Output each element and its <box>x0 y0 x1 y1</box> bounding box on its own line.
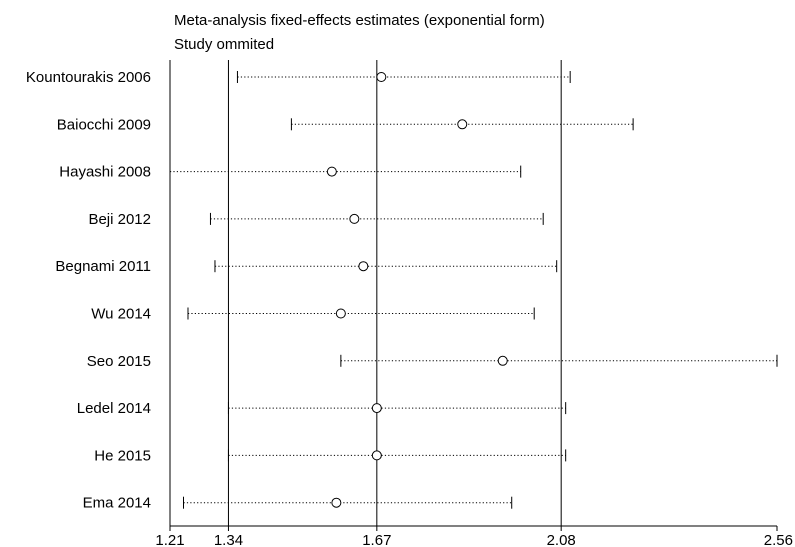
study-label: Seo 2015 <box>87 353 151 370</box>
point-estimate <box>335 308 346 319</box>
study-label: Ema 2014 <box>83 495 151 512</box>
x-axis: 1.21 1.34 1.67 2.08 2.56 <box>155 525 793 547</box>
chart-title: Meta-analysis fixed-effects estimates (e… <box>174 12 545 29</box>
study-row: He 2015 <box>94 447 567 464</box>
point-estimate <box>457 119 468 130</box>
study-label: Hayashi 2008 <box>59 164 151 181</box>
x-tick-label: 1.67 <box>362 532 391 547</box>
chart-subtitle: Study ommited <box>174 36 274 53</box>
study-rows: Kountourakis 2006 Baiocchi 2009 Hayashi 20… <box>26 69 778 512</box>
point-estimate <box>358 261 369 272</box>
study-label: Beji 2012 <box>88 211 151 228</box>
study-row: Wu 2014 <box>91 306 535 323</box>
study-row: Seo 2015 <box>87 353 778 370</box>
point-estimate <box>349 213 360 224</box>
point-estimate <box>376 72 387 82</box>
x-tick-label: 2.56 <box>764 532 793 547</box>
reference-lines <box>169 60 562 526</box>
study-row: Ledel 2014 <box>77 400 567 417</box>
point-estimate <box>371 403 382 414</box>
study-row: Hayashi 2008 <box>59 164 522 181</box>
study-row: Kountourakis 2006 <box>26 69 571 86</box>
study-label: Baiocchi 2009 <box>57 116 151 133</box>
x-tick-label: 1.34 <box>214 532 243 547</box>
study-label: Kountourakis 2006 <box>26 69 151 86</box>
x-tick-label: 2.08 <box>547 532 576 547</box>
study-label: He 2015 <box>94 447 151 464</box>
point-estimate <box>331 497 342 508</box>
study-row: Begnami 2011 <box>55 258 558 275</box>
point-estimate <box>326 166 337 177</box>
point-estimate <box>497 355 508 366</box>
study-row: Ema 2014 <box>83 495 513 512</box>
study-label: Ledel 2014 <box>77 400 151 417</box>
study-label: Begnami 2011 <box>55 258 151 275</box>
study-row: Baiocchi 2009 <box>57 116 634 133</box>
point-estimate <box>371 450 382 461</box>
x-tick-label: 1.21 <box>155 532 184 547</box>
study-row: Beji 2012 <box>88 211 544 228</box>
study-label: Wu 2014 <box>91 306 151 323</box>
